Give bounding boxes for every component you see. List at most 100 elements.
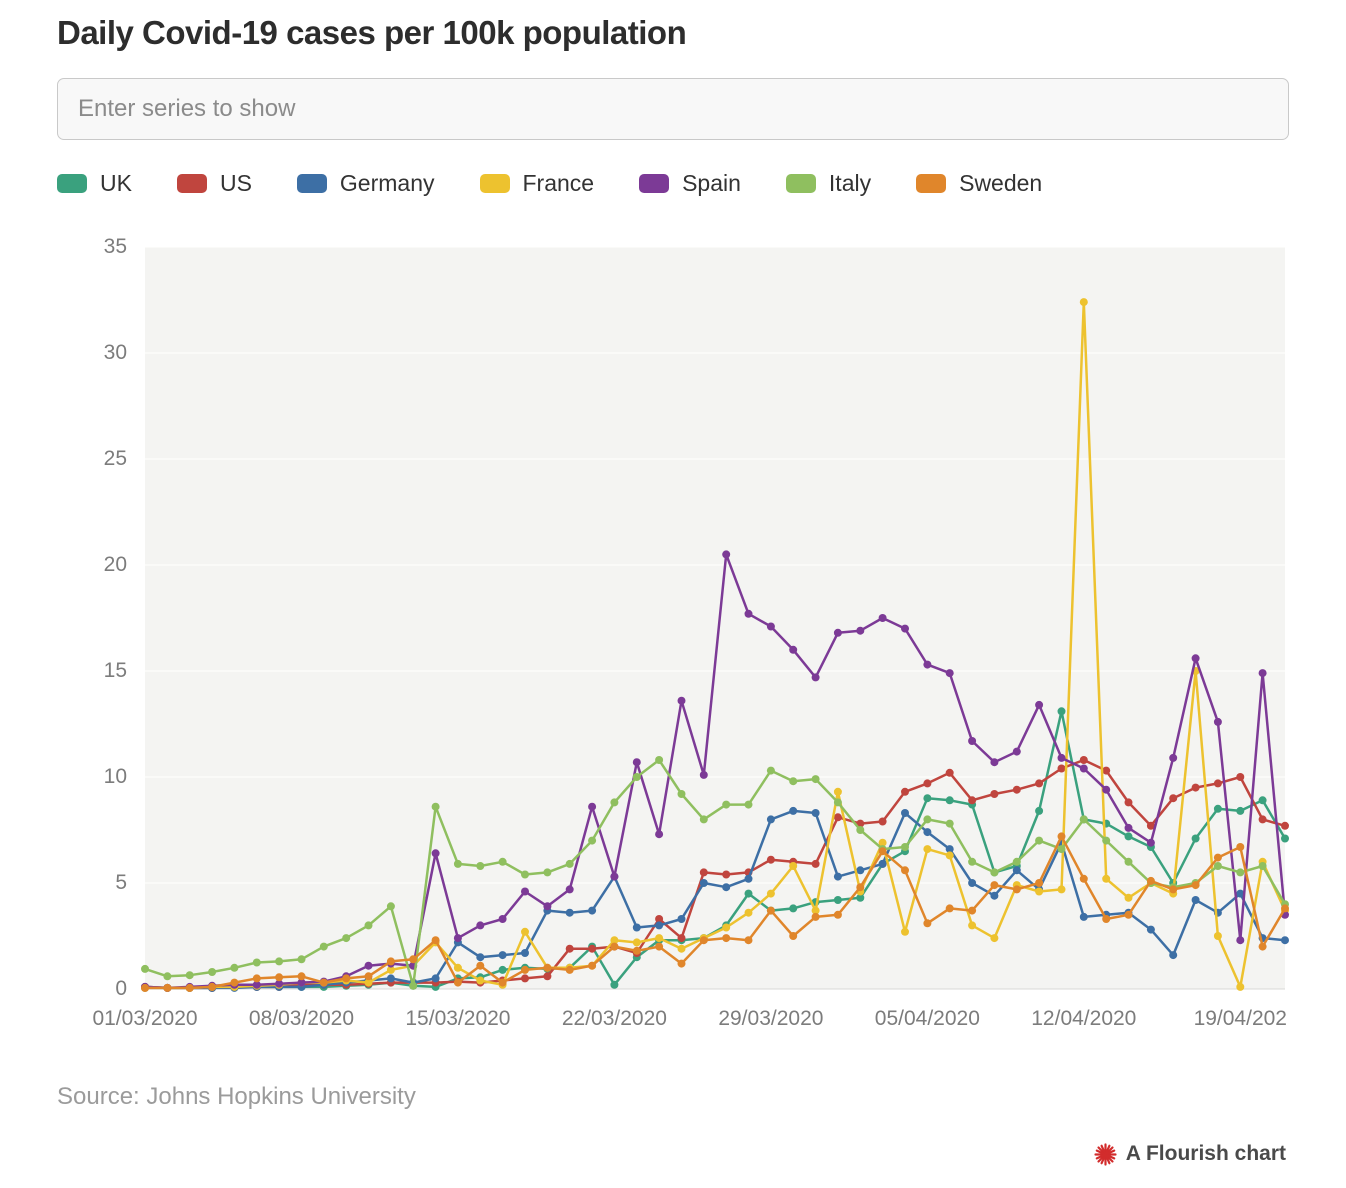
data-point bbox=[543, 972, 552, 981]
legend-label: Spain bbox=[682, 170, 741, 196]
data-point bbox=[431, 802, 440, 811]
data-point bbox=[498, 978, 507, 987]
data-point bbox=[364, 972, 373, 981]
data-point bbox=[1035, 887, 1044, 896]
data-point bbox=[386, 957, 395, 966]
data-point bbox=[789, 862, 798, 870]
legend-item-sweden[interactable]: Sweden bbox=[916, 170, 1042, 197]
data-point bbox=[1191, 783, 1200, 792]
data-point bbox=[901, 927, 909, 936]
data-point bbox=[1057, 832, 1066, 841]
data-point bbox=[677, 696, 686, 705]
data-point bbox=[297, 972, 306, 981]
data-point bbox=[1012, 885, 1021, 894]
data-point bbox=[945, 851, 954, 860]
data-point bbox=[1236, 843, 1245, 851]
legend-item-germany[interactable]: Germany bbox=[296, 170, 435, 197]
x-axis-label: 01/03/2020 bbox=[92, 1007, 198, 1027]
data-point bbox=[1169, 753, 1178, 762]
data-point bbox=[1124, 823, 1133, 832]
data-point bbox=[476, 921, 485, 930]
y-axis-label: 35 bbox=[103, 235, 127, 258]
data-point bbox=[1213, 779, 1222, 788]
data-point bbox=[632, 758, 641, 767]
y-axis-label: 5 bbox=[115, 871, 127, 894]
data-point bbox=[141, 983, 149, 992]
data-point bbox=[252, 980, 261, 989]
x-axis-label: 29/03/2020 bbox=[718, 1007, 824, 1027]
data-point bbox=[923, 919, 932, 928]
data-point bbox=[789, 904, 798, 913]
data-point bbox=[498, 857, 507, 866]
data-point bbox=[431, 849, 440, 858]
data-point bbox=[543, 868, 552, 877]
data-point bbox=[655, 915, 664, 923]
data-point bbox=[1057, 707, 1066, 716]
data-point bbox=[655, 934, 664, 943]
data-point bbox=[1213, 932, 1222, 940]
data-point bbox=[766, 815, 775, 824]
legend-item-spain[interactable]: Spain bbox=[639, 170, 741, 197]
data-point bbox=[476, 953, 485, 962]
data-point bbox=[588, 961, 597, 970]
data-point bbox=[1124, 857, 1133, 866]
data-point bbox=[1169, 951, 1178, 960]
data-point bbox=[1035, 879, 1044, 887]
data-point bbox=[699, 879, 708, 887]
data-point bbox=[1213, 717, 1222, 726]
data-point bbox=[1124, 832, 1133, 841]
plot-area bbox=[141, 246, 1289, 992]
flourish-attribution[interactable]: A Flourish chart bbox=[1094, 1142, 1286, 1166]
data-point bbox=[990, 881, 999, 890]
data-point bbox=[699, 936, 708, 945]
data-point bbox=[722, 550, 731, 559]
data-point bbox=[990, 934, 999, 943]
data-point bbox=[230, 963, 239, 972]
data-point bbox=[185, 971, 194, 980]
legend-item-us[interactable]: US bbox=[176, 170, 252, 197]
data-point bbox=[588, 944, 597, 953]
data-point bbox=[923, 828, 932, 837]
series-line-us bbox=[143, 758, 1287, 990]
data-point bbox=[252, 958, 261, 967]
data-point bbox=[364, 978, 373, 987]
data-point bbox=[610, 798, 619, 807]
data-point bbox=[521, 887, 529, 896]
line-chart: 0 5 10 15 20 25 30 35 01/03/2020 08/03/2020 15/03/… bbox=[57, 221, 1289, 1027]
data-point bbox=[677, 790, 686, 798]
data-point bbox=[632, 938, 641, 947]
legend-swatch bbox=[57, 174, 87, 193]
data-point bbox=[722, 923, 731, 932]
legend-item-italy[interactable]: Italy bbox=[785, 170, 871, 197]
data-point bbox=[1102, 874, 1111, 883]
data-point bbox=[1146, 876, 1155, 885]
data-point bbox=[901, 866, 909, 875]
data-point bbox=[699, 868, 708, 877]
series-filter-input[interactable] bbox=[57, 78, 1289, 140]
data-point bbox=[252, 974, 261, 983]
series-line-sweden bbox=[143, 835, 1287, 990]
y-axis-label: 0 bbox=[115, 977, 127, 1000]
data-point bbox=[141, 964, 149, 973]
data-point bbox=[945, 669, 954, 678]
flourish-icon bbox=[1094, 1142, 1117, 1166]
data-point bbox=[565, 965, 574, 974]
data-point bbox=[766, 889, 775, 898]
data-point bbox=[789, 932, 798, 940]
data-point bbox=[364, 961, 373, 970]
data-point bbox=[833, 628, 842, 637]
data-point bbox=[1213, 804, 1222, 813]
legend-item-france[interactable]: France bbox=[479, 170, 594, 197]
data-point bbox=[1281, 821, 1289, 830]
data-point bbox=[1102, 915, 1111, 923]
data-point bbox=[163, 983, 172, 992]
data-point bbox=[610, 936, 619, 945]
data-point bbox=[766, 906, 775, 915]
legend-item-uk[interactable]: UK bbox=[57, 170, 132, 197]
data-point bbox=[878, 859, 887, 868]
data-point bbox=[1169, 885, 1178, 894]
data-point bbox=[275, 957, 284, 966]
data-point bbox=[833, 910, 842, 919]
data-point bbox=[833, 798, 842, 807]
data-point bbox=[543, 963, 552, 972]
